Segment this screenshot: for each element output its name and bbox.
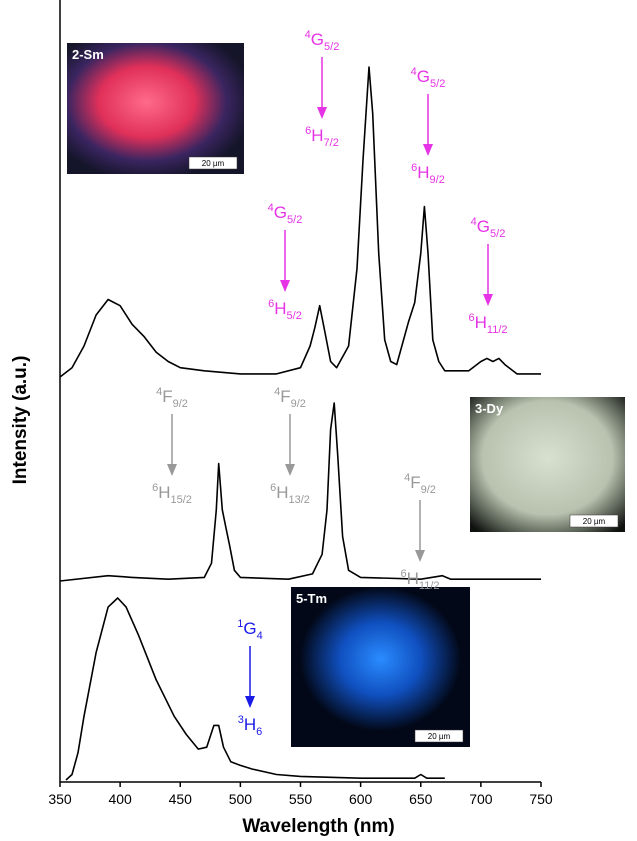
- figure: 4G5/26H5/24G5/26H7/24G5/26H9/24G5/26H11/…: [0, 0, 637, 841]
- arrow-head: [483, 294, 493, 306]
- inset-image: [291, 587, 470, 747]
- subscript: 13/2: [288, 494, 309, 506]
- subscript: 5/2: [490, 228, 505, 240]
- subscript: 9/2: [173, 398, 188, 410]
- inset-label: 2-Sm: [72, 47, 104, 62]
- subscript: 5/2: [324, 41, 339, 53]
- x-tick-label: 550: [289, 791, 313, 807]
- arrow-head: [285, 464, 295, 476]
- term-symbol: F: [280, 387, 290, 406]
- x-tick-label: 650: [409, 791, 433, 807]
- scale-bar-label: 20 µm: [428, 732, 451, 741]
- arrow-head: [245, 696, 255, 708]
- term-symbol: F: [162, 387, 172, 406]
- subscript: 9/2: [421, 484, 436, 496]
- subscript: 7/2: [324, 137, 339, 149]
- term-symbol: H: [244, 715, 256, 734]
- x-tick-label: 750: [529, 791, 553, 807]
- arrow-head: [167, 464, 177, 476]
- term-symbol: H: [475, 313, 487, 332]
- subscript: 5/2: [287, 214, 302, 226]
- term-symbol: H: [311, 126, 323, 145]
- arrow-head: [415, 550, 425, 562]
- term-symbol: G: [477, 217, 490, 236]
- subscript: 9/2: [430, 174, 445, 186]
- x-tick-label: 600: [349, 791, 373, 807]
- transition-label: 4G5/2: [305, 29, 340, 53]
- inset-image: [470, 397, 625, 532]
- subscript: 9/2: [291, 398, 306, 410]
- transition-label: 1G4: [237, 618, 262, 642]
- y-axis-label: Intensity (a.u.): [10, 356, 31, 485]
- term-symbol: H: [276, 483, 288, 502]
- transition-label: 4F9/2: [156, 386, 188, 410]
- term-symbol: G: [274, 203, 287, 222]
- arrow-head: [280, 280, 290, 292]
- term-symbol: G: [417, 67, 430, 86]
- transition-label: 6H13/2: [270, 482, 310, 506]
- term-symbol: F: [410, 473, 420, 492]
- spectrum-line: [60, 403, 541, 581]
- subscript: 11/2: [487, 324, 508, 336]
- inset-label: 5-Tm: [296, 591, 327, 606]
- transition-label: 4F9/2: [404, 472, 436, 496]
- subscript: 6: [256, 726, 262, 738]
- transition-label: 4G5/2: [471, 216, 506, 240]
- x-tick-label: 700: [469, 791, 493, 807]
- x-tick-label: 400: [108, 791, 132, 807]
- x-tick-label: 350: [48, 791, 72, 807]
- subscript: 5/2: [287, 310, 302, 322]
- transition-label: 3H6: [238, 714, 263, 738]
- transition-label: 6H5/2: [268, 298, 302, 322]
- transition-label: 6H11/2: [469, 312, 508, 336]
- transition-label: 4F9/2: [274, 386, 306, 410]
- term-symbol: H: [274, 299, 286, 318]
- transition-label: 4G5/2: [411, 66, 446, 90]
- x-tick-label: 500: [229, 791, 253, 807]
- subscript: 11/2: [419, 580, 440, 592]
- arrow-head: [317, 107, 327, 119]
- term-symbol: G: [311, 30, 324, 49]
- subscript: 5/2: [430, 78, 445, 90]
- transition-label: 4G5/2: [268, 202, 303, 226]
- subscript: 4: [257, 630, 263, 642]
- scale-bar-label: 20 µm: [202, 159, 225, 168]
- x-tick-label: 450: [169, 791, 193, 807]
- transition-label: 6H7/2: [305, 125, 339, 149]
- scale-bar-label: 20 µm: [583, 517, 606, 526]
- term-symbol: H: [417, 163, 429, 182]
- transition-label: 6H9/2: [411, 162, 445, 186]
- term-symbol: G: [243, 619, 256, 638]
- term-symbol: H: [158, 483, 170, 502]
- x-axis-label: Wavelength (nm): [242, 816, 394, 837]
- term-symbol: H: [407, 569, 419, 588]
- inset-image: [67, 43, 244, 174]
- arrow-head: [423, 144, 433, 156]
- transition-label: 6H15/2: [152, 482, 192, 506]
- subscript: 15/2: [170, 494, 191, 506]
- inset-label: 3-Dy: [475, 401, 504, 416]
